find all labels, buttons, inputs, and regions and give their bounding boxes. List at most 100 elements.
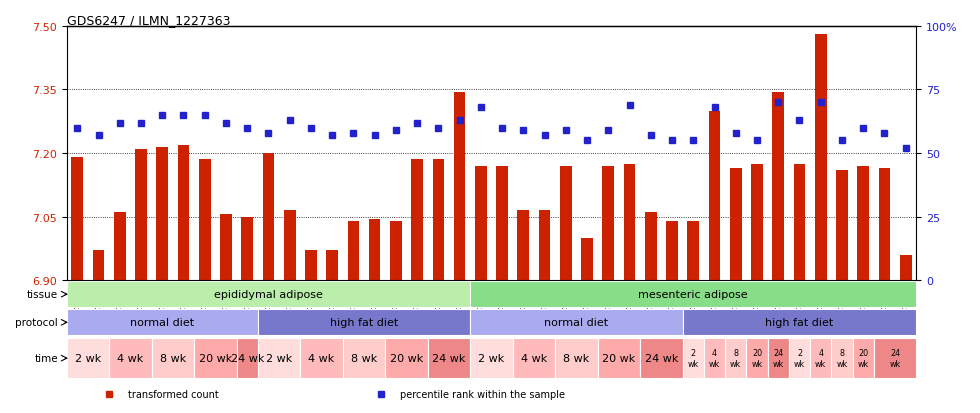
Bar	[810, 338, 831, 378]
Text: normal diet: normal diet	[544, 318, 609, 328]
Text: 4
wk: 4 wk	[709, 349, 720, 368]
Bar	[747, 338, 767, 378]
Bar	[623, 164, 635, 280]
Text: tissue: tissue	[27, 290, 58, 299]
Bar	[368, 219, 380, 280]
Bar	[236, 338, 258, 378]
Text: 2 wk: 2 wk	[478, 353, 505, 363]
Bar	[470, 338, 513, 378]
Bar	[67, 282, 470, 307]
Bar	[390, 221, 402, 280]
Text: time: time	[34, 353, 58, 363]
Bar	[666, 221, 678, 280]
Bar	[258, 310, 470, 335]
Text: 24 wk: 24 wk	[230, 353, 264, 363]
Text: 8 wk: 8 wk	[351, 353, 377, 363]
Text: 24 wk: 24 wk	[645, 353, 678, 363]
Bar	[135, 150, 147, 280]
Bar	[751, 164, 762, 280]
Text: 20 wk: 20 wk	[199, 353, 232, 363]
Bar	[177, 145, 189, 280]
Text: high fat diet: high fat diet	[330, 318, 398, 328]
Bar	[470, 310, 683, 335]
Bar	[194, 338, 236, 378]
Text: 4
wk: 4 wk	[815, 349, 826, 368]
Text: epididymal adipose: epididymal adipose	[214, 290, 322, 299]
Bar	[513, 338, 556, 378]
Bar	[767, 338, 789, 378]
Text: 24
wk: 24 wk	[772, 349, 784, 368]
Text: 8 wk: 8 wk	[564, 353, 590, 363]
Bar	[258, 338, 300, 378]
Text: 20 wk: 20 wk	[390, 353, 423, 363]
Text: normal diet: normal diet	[130, 318, 194, 328]
Text: 2 wk: 2 wk	[74, 353, 101, 363]
Bar	[496, 166, 508, 280]
Text: mesenteric adipose: mesenteric adipose	[638, 290, 748, 299]
Bar	[67, 310, 258, 335]
Text: percentile rank within the sample: percentile rank within the sample	[400, 389, 564, 399]
Bar	[157, 147, 168, 280]
Text: 8
wk: 8 wk	[730, 349, 742, 368]
Text: GDS6247 / ILMN_1227363: GDS6247 / ILMN_1227363	[67, 14, 230, 27]
Text: protocol: protocol	[16, 318, 58, 328]
Bar	[683, 310, 916, 335]
Bar	[853, 338, 874, 378]
Bar	[704, 338, 725, 378]
Bar	[93, 251, 104, 280]
Bar	[683, 338, 704, 378]
Bar	[858, 166, 869, 280]
Bar	[470, 282, 916, 307]
Text: 24
wk: 24 wk	[890, 349, 901, 368]
Bar	[687, 221, 699, 280]
Bar	[879, 169, 890, 280]
Bar	[475, 166, 487, 280]
Bar	[263, 154, 274, 280]
Text: 24 wk: 24 wk	[432, 353, 466, 363]
Bar	[598, 338, 640, 378]
Text: high fat diet: high fat diet	[765, 318, 834, 328]
Bar	[348, 221, 360, 280]
Text: 2
wk: 2 wk	[794, 349, 806, 368]
Bar	[725, 338, 747, 378]
Bar	[300, 338, 343, 378]
Bar	[709, 112, 720, 280]
Bar	[517, 211, 529, 280]
Bar	[815, 35, 826, 280]
Bar	[560, 166, 571, 280]
Bar	[114, 213, 125, 280]
Bar	[772, 93, 784, 280]
Bar	[581, 238, 593, 280]
Text: 4 wk: 4 wk	[309, 353, 334, 363]
Bar	[789, 338, 810, 378]
Bar	[109, 338, 152, 378]
Bar	[305, 251, 317, 280]
Text: 2
wk: 2 wk	[688, 349, 699, 368]
Bar	[645, 213, 657, 280]
Bar	[326, 251, 338, 280]
Bar	[640, 338, 683, 378]
Bar	[836, 171, 848, 280]
Bar	[67, 338, 109, 378]
Bar	[199, 160, 211, 280]
Bar	[831, 338, 853, 378]
Bar	[603, 166, 614, 280]
Bar	[454, 93, 465, 280]
Text: 20 wk: 20 wk	[603, 353, 636, 363]
Text: 20
wk: 20 wk	[752, 349, 762, 368]
Bar	[874, 338, 916, 378]
Text: 8 wk: 8 wk	[160, 353, 186, 363]
Bar	[152, 338, 194, 378]
Bar	[385, 338, 427, 378]
Text: 4 wk: 4 wk	[118, 353, 143, 363]
Text: 8
wk: 8 wk	[836, 349, 848, 368]
Bar	[284, 211, 296, 280]
Bar	[539, 211, 551, 280]
Bar	[900, 255, 911, 280]
Bar	[412, 160, 423, 280]
Bar	[220, 215, 232, 280]
Text: 4 wk: 4 wk	[520, 353, 547, 363]
Bar	[432, 160, 444, 280]
Text: 2 wk: 2 wk	[266, 353, 292, 363]
Bar	[794, 164, 806, 280]
